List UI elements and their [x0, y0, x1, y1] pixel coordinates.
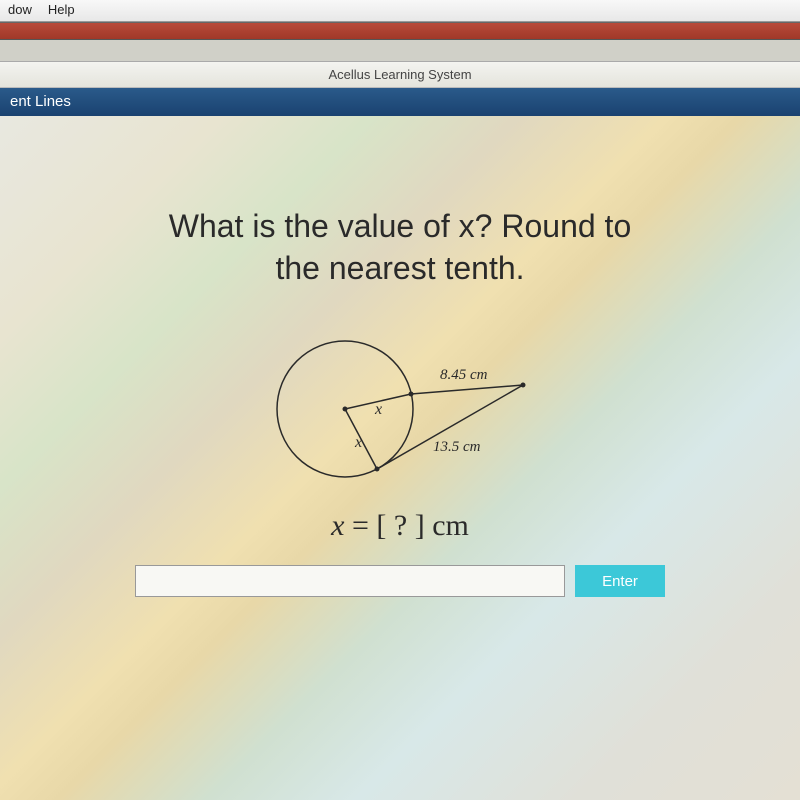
tangent-line — [377, 385, 523, 469]
point-external — [521, 383, 526, 388]
equation-unit: cm — [432, 509, 469, 542]
answer-input[interactable] — [135, 565, 565, 597]
window-chrome-strip — [0, 22, 800, 40]
equation-bracket-close: ] — [407, 509, 432, 542]
label-tangent-length: 13.5 cm — [433, 439, 481, 455]
label-x2: x — [354, 434, 362, 451]
geometry-diagram: x x 8.45 cm 13.5 cm — [245, 319, 555, 499]
equation-var: x — [331, 509, 344, 542]
enter-button[interactable]: Enter — [575, 565, 665, 597]
section-header: ent Lines — [0, 88, 800, 116]
equation-equals: = — [344, 509, 376, 542]
answer-row: Enter — [0, 565, 800, 597]
answer-equation: x = [ ? ] cm — [0, 509, 800, 543]
window-gap — [0, 40, 800, 62]
question-line1: What is the value of x? Round to — [169, 208, 631, 244]
question-text: What is the value of x? Round to the nea… — [0, 206, 800, 289]
secant-external — [411, 385, 523, 394]
question-line2: the nearest tenth. — [275, 250, 524, 286]
point-tangent — [375, 467, 380, 472]
os-menubar: dow Help — [0, 0, 800, 22]
window-title: Acellus Learning System — [0, 62, 800, 88]
lesson-content: What is the value of x? Round to the nea… — [0, 116, 800, 800]
label-secant-length: 8.45 cm — [440, 367, 488, 383]
menu-item-window[interactable]: dow — [8, 2, 32, 19]
equation-bracket-open: [ — [376, 509, 394, 542]
equation-placeholder: ? — [394, 509, 407, 542]
menu-item-help[interactable]: Help — [48, 2, 75, 19]
point-secant — [409, 392, 414, 397]
label-x1: x — [374, 401, 382, 418]
center-dot — [343, 407, 348, 412]
